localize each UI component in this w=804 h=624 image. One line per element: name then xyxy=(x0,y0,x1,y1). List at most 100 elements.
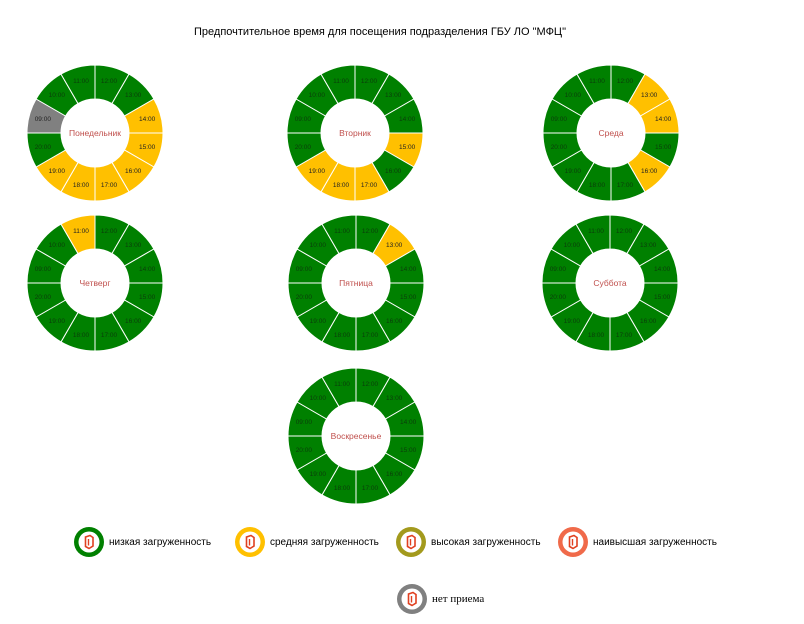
donut-friday: 12:00 13:00 14:00 15:00 16:00 17:00 18:00 19:00… xyxy=(287,214,425,352)
segment-time-label: 09:00 xyxy=(296,419,313,426)
segment-time-label: 13:00 xyxy=(641,92,658,99)
donut-sunday: 12:00 13:00 14:00 15:00 16:00 17:00 18:00 19:00… xyxy=(287,367,425,505)
segment-time-label: 20:00 xyxy=(295,144,312,151)
segment-time-label: 12:00 xyxy=(617,78,634,85)
segment-time-label: 12:00 xyxy=(101,78,118,85)
segment-time-label: 10:00 xyxy=(564,242,581,249)
segment-time-label: 10:00 xyxy=(49,92,66,99)
segment-time-label: 13:00 xyxy=(125,242,142,249)
segment-time-label: 09:00 xyxy=(35,266,52,273)
donut-monday: 12:00 13:00 14:00 15:00 16:00 17:00 18:00 19:00… xyxy=(26,64,164,202)
segment-time-label: 15:00 xyxy=(654,294,671,301)
donut-thursday: 12:00 13:00 14:00 15:00 16:00 17:00 18:00 19:00… xyxy=(26,214,164,352)
segment-time-label: 13:00 xyxy=(640,242,657,249)
segment-time-label: 11:00 xyxy=(73,78,89,85)
segment-time-label: 16:00 xyxy=(640,318,657,325)
segment-time-label: 11:00 xyxy=(589,78,605,85)
segment-time-label: 18:00 xyxy=(334,332,351,339)
segment-time-label: 09:00 xyxy=(295,116,312,123)
donut-segment xyxy=(321,214,357,255)
day-label: Вторник xyxy=(339,128,371,138)
segment-time-label: 14:00 xyxy=(655,116,672,123)
segment-time-label: 14:00 xyxy=(654,266,671,273)
legend-icon-high xyxy=(396,527,426,557)
segment-time-label: 11:00 xyxy=(334,381,350,388)
donut-segment xyxy=(60,64,96,105)
segment-time-label: 16:00 xyxy=(125,318,142,325)
segment-time-label: 18:00 xyxy=(73,182,90,189)
legend-highest: наивысшая загруженность xyxy=(557,526,717,558)
day-label: Пятница xyxy=(339,278,373,288)
segment-time-label: 14:00 xyxy=(139,266,156,273)
segment-time-label: 17:00 xyxy=(101,332,118,339)
segment-time-label: 18:00 xyxy=(334,485,351,492)
segment-time-label: 18:00 xyxy=(589,182,606,189)
segment-time-label: 12:00 xyxy=(101,228,118,235)
segment-time-label: 12:00 xyxy=(616,228,633,235)
segment-time-label: 14:00 xyxy=(139,116,156,123)
donut-tuesday: 12:00 13:00 14:00 15:00 16:00 17:00 18:00 19:00… xyxy=(286,64,424,202)
donut-wednesday: 12:00 13:00 14:00 15:00 16:00 17:00 18:00 19:00… xyxy=(542,64,680,202)
segment-time-label: 12:00 xyxy=(362,228,379,235)
segment-time-label: 13:00 xyxy=(385,92,402,99)
segment-time-label: 10:00 xyxy=(565,92,582,99)
donut-saturday: 12:00 13:00 14:00 15:00 16:00 17:00 18:00 19:00… xyxy=(541,214,679,352)
segment-time-label: 10:00 xyxy=(310,242,327,249)
segment-time-label: 20:00 xyxy=(551,144,568,151)
donut-segment xyxy=(320,64,356,105)
segment-time-label: 19:00 xyxy=(564,318,581,325)
segment-time-label: 19:00 xyxy=(565,168,582,175)
segment-time-label: 19:00 xyxy=(310,471,327,478)
segment-time-label: 16:00 xyxy=(641,168,658,175)
page-title: Предпочтительное время для посещения под… xyxy=(194,26,566,38)
segment-time-label: 20:00 xyxy=(296,447,313,454)
legend-closed: нет приема xyxy=(396,583,484,615)
segment-time-label: 11:00 xyxy=(334,228,350,235)
segment-time-label: 09:00 xyxy=(35,116,52,123)
day-label: Четверг xyxy=(80,278,111,288)
donut-segment xyxy=(60,214,96,255)
segment-time-label: 18:00 xyxy=(588,332,605,339)
segment-time-label: 20:00 xyxy=(35,294,52,301)
segment-time-label: 20:00 xyxy=(550,294,567,301)
legend-label-high: высокая загруженность xyxy=(431,536,541,548)
segment-time-label: 12:00 xyxy=(361,78,378,85)
segment-time-label: 15:00 xyxy=(400,447,417,454)
legend-label-highest: наивысшая загруженность xyxy=(593,536,717,548)
segment-time-label: 17:00 xyxy=(362,485,379,492)
segment-time-label: 18:00 xyxy=(73,332,90,339)
segment-time-label: 17:00 xyxy=(617,182,634,189)
segment-time-label: 17:00 xyxy=(361,182,378,189)
segment-time-label: 15:00 xyxy=(139,294,156,301)
donut-segment xyxy=(575,214,611,255)
legend-low: низкая загруженность xyxy=(73,526,211,558)
segment-time-label: 15:00 xyxy=(139,144,156,151)
legend-icon-closed xyxy=(397,584,427,614)
segment-time-label: 17:00 xyxy=(616,332,633,339)
segment-time-label: 09:00 xyxy=(551,116,568,123)
segment-time-label: 19:00 xyxy=(49,318,66,325)
segment-time-label: 13:00 xyxy=(386,395,403,402)
segment-time-label: 15:00 xyxy=(399,144,416,151)
segment-time-label: 16:00 xyxy=(385,168,402,175)
segment-time-label: 10:00 xyxy=(310,395,327,402)
segment-time-label: 14:00 xyxy=(399,116,416,123)
legend-icon-highest xyxy=(558,527,588,557)
segment-time-label: 16:00 xyxy=(386,318,403,325)
segment-time-label: 11:00 xyxy=(73,228,89,235)
segment-time-label: 17:00 xyxy=(362,332,379,339)
segment-time-label: 17:00 xyxy=(101,182,118,189)
segment-time-label: 15:00 xyxy=(655,144,672,151)
legend-high: высокая загруженность xyxy=(395,526,541,558)
segment-time-label: 19:00 xyxy=(309,168,326,175)
day-label: Воскресенье xyxy=(331,431,382,441)
legend-label-low: низкая загруженность xyxy=(109,536,212,548)
day-label: Среда xyxy=(598,128,623,138)
segment-time-label: 10:00 xyxy=(49,242,66,249)
segment-time-label: 19:00 xyxy=(49,168,66,175)
legend-label-medium: средняя загруженность xyxy=(270,536,379,548)
segment-time-label: 16:00 xyxy=(125,168,142,175)
legend-medium: средняя загруженность xyxy=(234,526,379,558)
donut-segment xyxy=(576,64,612,105)
